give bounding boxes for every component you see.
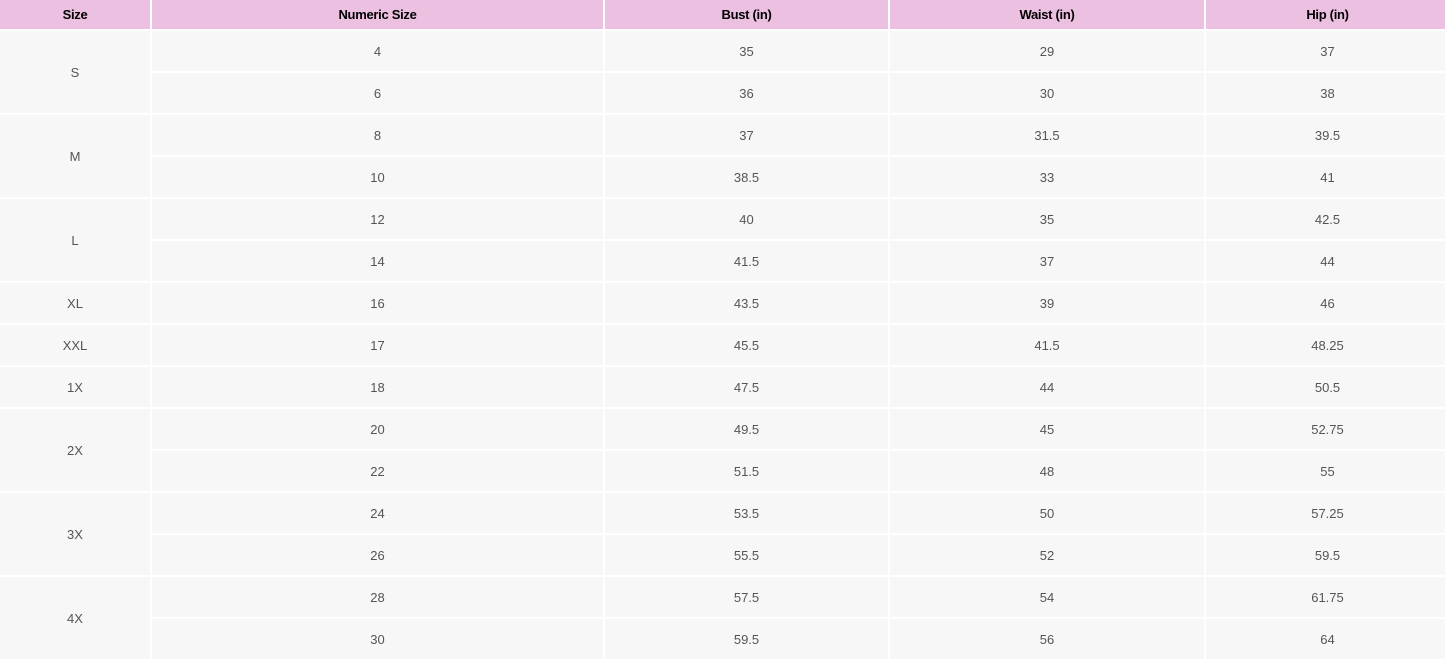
header-row: Size Numeric Size Bust (in) Waist (in) H… [0,0,1445,29]
numeric-size-cell: 17 [152,325,603,365]
hip-cell: 64 [1206,619,1445,659]
numeric-size-cell: 12 [152,199,603,239]
numeric-size-cell: 8 [152,115,603,155]
numeric-size-cell: 4 [152,31,603,71]
bust-cell: 45.5 [605,325,888,365]
table-row: 6 36 30 38 [0,73,1445,113]
hip-cell: 38 [1206,73,1445,113]
bust-cell: 43.5 [605,283,888,323]
hip-cell: 42.5 [1206,199,1445,239]
hip-cell: 37 [1206,31,1445,71]
hip-cell: 59.5 [1206,535,1445,575]
table-row: 2X 20 49.5 45 52.75 [0,409,1445,491]
bust-cell: 51.5 [605,451,888,491]
waist-cell: 41.5 [890,325,1204,365]
bust-cell: 40 [605,199,888,239]
size-label-cell: 3X [0,493,150,575]
numeric-size-cell: 14 [152,241,603,281]
bust-cell: 53.5 [605,493,888,533]
bust-cell: 47.5 [605,367,888,407]
hip-cell: 48.25 [1206,325,1445,365]
hip-cell: 39.5 [1206,115,1445,155]
hip-cell: 44 [1206,241,1445,281]
table-row: 1X 18 47.5 44 50.5 [0,367,1445,407]
bust-cell: 41.5 [605,241,888,281]
numeric-size-cell: 10 [152,157,603,197]
table-row: 14 41.5 37 44 [0,241,1445,281]
table-row: 22 51.5 48 55 [0,451,1445,491]
hip-cell: 46 [1206,283,1445,323]
numeric-size-cell: 26 [152,535,603,575]
bust-cell: 37 [605,115,888,155]
size-label-cell: 2X [0,409,150,491]
bust-cell: 49.5 [605,409,888,449]
numeric-size-cell: 20 [152,409,603,449]
waist-cell: 33 [890,157,1204,197]
header-size: Size [0,0,150,29]
hip-cell: 61.75 [1206,577,1445,617]
bust-cell: 38.5 [605,157,888,197]
size-label-cell: 1X [0,367,150,407]
header-numeric-size: Numeric Size [152,0,603,29]
size-label-cell: M [0,115,150,197]
waist-cell: 30 [890,73,1204,113]
waist-cell: 52 [890,535,1204,575]
hip-cell: 41 [1206,157,1445,197]
hip-cell: 57.25 [1206,493,1445,533]
size-chart-body: S 4 35 29 37 6 36 30 38 M 8 37 31.5 39.5 10 38.5 33 41 L 12… [0,31,1445,659]
table-row: XL 16 43.5 39 46 [0,283,1445,323]
numeric-size-cell: 18 [152,367,603,407]
size-label-cell: 4X [0,577,150,659]
size-label-cell: XXL [0,325,150,365]
size-label-cell: XL [0,283,150,323]
hip-cell: 50.5 [1206,367,1445,407]
waist-cell: 37 [890,241,1204,281]
bust-cell: 57.5 [605,577,888,617]
waist-cell: 54 [890,577,1204,617]
numeric-size-cell: 22 [152,451,603,491]
numeric-size-cell: 28 [152,577,603,617]
bust-cell: 59.5 [605,619,888,659]
table-row: S 4 35 29 37 [0,31,1445,113]
header-waist: Waist (in) [890,0,1204,29]
hip-cell: 52.75 [1206,409,1445,449]
numeric-size-cell: 16 [152,283,603,323]
numeric-size-cell: 24 [152,493,603,533]
header-bust: Bust (in) [605,0,888,29]
table-row: 26 55.5 52 59.5 [0,535,1445,575]
size-label-cell: L [0,199,150,281]
waist-cell: 29 [890,31,1204,71]
waist-cell: 44 [890,367,1204,407]
bust-cell: 35 [605,31,888,71]
table-row: XXL 17 45.5 41.5 48.25 [0,325,1445,365]
bust-cell: 55.5 [605,535,888,575]
table-row: 4X 28 57.5 54 61.75 [0,577,1445,659]
table-row: 30 59.5 56 64 [0,619,1445,659]
bust-cell: 36 [605,73,888,113]
waist-cell: 35 [890,199,1204,239]
table-row: 10 38.5 33 41 [0,157,1445,197]
waist-cell: 56 [890,619,1204,659]
hip-cell: 55 [1206,451,1445,491]
numeric-size-cell: 30 [152,619,603,659]
numeric-size-cell: 6 [152,73,603,113]
waist-cell: 31.5 [890,115,1204,155]
waist-cell: 50 [890,493,1204,533]
waist-cell: 48 [890,451,1204,491]
table-row: M 8 37 31.5 39.5 [0,115,1445,197]
size-label-cell: S [0,31,150,113]
waist-cell: 45 [890,409,1204,449]
table-row: 3X 24 53.5 50 57.25 [0,493,1445,575]
table-row: L 12 40 35 42.5 [0,199,1445,281]
header-hip: Hip (in) [1206,0,1445,29]
waist-cell: 39 [890,283,1204,323]
